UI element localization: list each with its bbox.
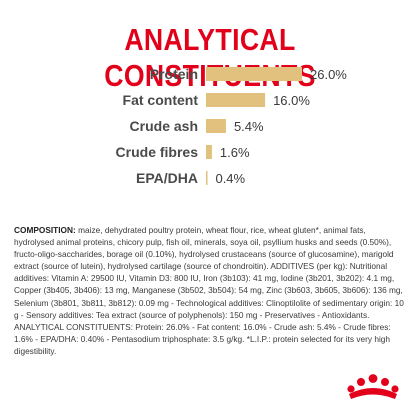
- value-label-epa-dha: 0.4%: [215, 171, 245, 186]
- value-label-fat-content: 16.0%: [273, 93, 310, 108]
- category-label-protein: Protein: [150, 66, 198, 82]
- category-label-fat-content: Fat content: [123, 92, 199, 108]
- value-label-crude-fibres: 1.6%: [220, 145, 250, 160]
- category-label-crude-ash: Crude ash: [130, 118, 198, 134]
- bar-epa-dha: [206, 171, 208, 185]
- category-label-crude-fibres: Crude fibres: [116, 144, 199, 160]
- value-label-crude-ash: 5.4%: [234, 119, 264, 134]
- composition-body: maize, dehydrated poultry protein, wheat…: [14, 225, 404, 356]
- crown-icon: [347, 374, 399, 399]
- category-label-epa-dha: EPA/DHA: [136, 170, 198, 186]
- bar-fat-content: [206, 93, 266, 107]
- bar-crude-fibres: [206, 145, 212, 159]
- value-label-protein: 26.0%: [310, 67, 347, 82]
- constituents-bar-chart: Protein 26.0% Fat content 16.0% Crude ash 5.4…: [116, 66, 348, 186]
- composition-label: COMPOSITION:: [14, 225, 76, 235]
- bar-crude-ash: [206, 119, 226, 133]
- composition-text: COMPOSITION: maize, dehydrated poultry p…: [14, 224, 408, 357]
- bar-protein: [206, 67, 302, 81]
